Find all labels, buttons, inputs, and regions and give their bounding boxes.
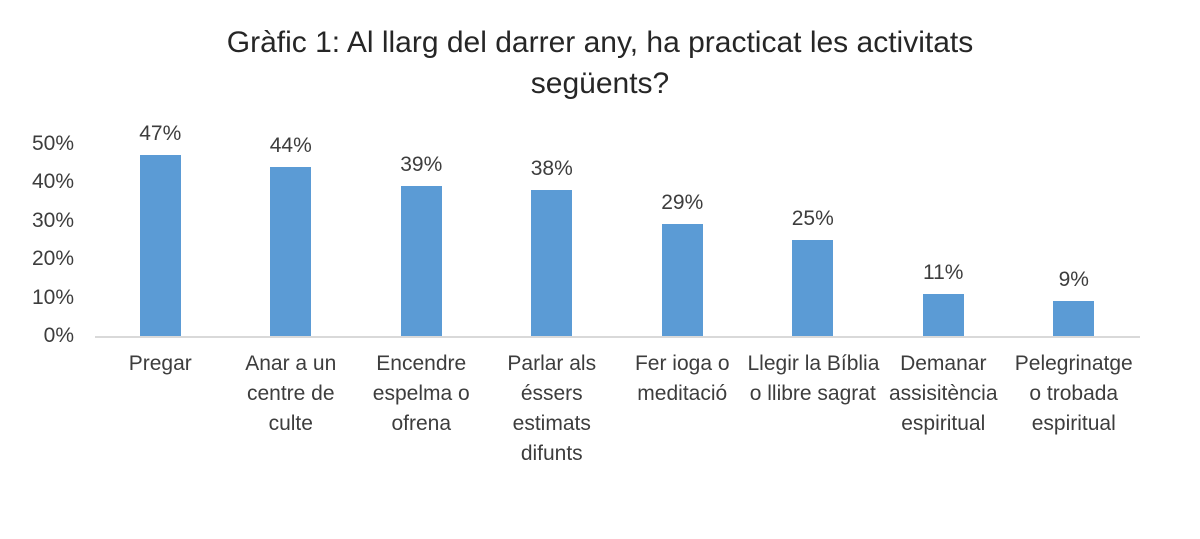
bar-value-label: 11%	[923, 260, 964, 284]
bar-value-label: 44%	[269, 133, 312, 157]
bar-value-label: 47%	[139, 122, 182, 145]
x-axis-category-label: Pregar	[128, 352, 192, 375]
bar	[922, 293, 964, 336]
bar	[270, 166, 312, 336]
bar-slot: 11%	[878, 261, 1009, 336]
bar-value-label: 25%	[791, 206, 834, 230]
y-axis-tick-label: 0%	[43, 324, 74, 347]
y-axis-tick-label: 30%	[31, 208, 74, 232]
bar-value-label: 9%	[1058, 268, 1089, 292]
bar-slot: 9%	[1009, 268, 1140, 336]
bar	[139, 155, 181, 336]
y-axis-tick-label: 20%	[31, 247, 74, 270]
x-axis-category-label: Llegir la Bíblia o llibre sagrat	[747, 352, 880, 405]
bar-value-label: 38%	[530, 156, 573, 180]
bar-value-label: 29%	[661, 191, 704, 215]
x-axis-category-label: Encendre espelma o ofrena	[372, 352, 470, 435]
bar-slot: 25%	[748, 207, 879, 336]
y-axis-tick-label: 10%	[31, 285, 74, 309]
y-axis-tick-label: 40%	[31, 170, 74, 193]
chart-title: Gràfic 1: Al llarg del darrer any, ha pr…	[226, 26, 974, 100]
bar-slot: 29%	[617, 191, 748, 336]
bar	[792, 239, 834, 336]
bar-slot: 44%	[226, 134, 357, 336]
bar	[400, 185, 442, 336]
x-axis-line	[95, 336, 1140, 338]
plot-bars: 47% 44% 39% 38% 29% 25% 11% 9%	[95, 0, 1139, 336]
x-axis-labels: Pregar Anar a un centre de culte Encendre …	[95, 349, 1139, 469]
bar	[661, 224, 703, 336]
bar-slot: 47%	[95, 122, 226, 336]
x-axis-category-label: Pelegrinatge o trobada espiritual	[1014, 352, 1133, 435]
bar-slot: 39%	[356, 153, 487, 336]
x-axis-category-label: Parlar als éssers estimats difunts	[507, 352, 597, 465]
x-axis-category-label: Anar a un centre de culte	[245, 352, 337, 435]
x-axis-category-label: Fer ioga o meditació	[634, 352, 730, 405]
x-axis-category-label: Demanar assisitència espiritual	[888, 352, 998, 435]
bar	[1053, 301, 1095, 336]
bar-slot: 38%	[487, 157, 618, 336]
bar-value-label: 39%	[400, 152, 443, 176]
y-axis: 0% 10% 20% 30% 40% 50%	[0, 0, 74, 539]
y-axis-tick-label: 50%	[31, 131, 74, 155]
bar	[531, 189, 573, 336]
